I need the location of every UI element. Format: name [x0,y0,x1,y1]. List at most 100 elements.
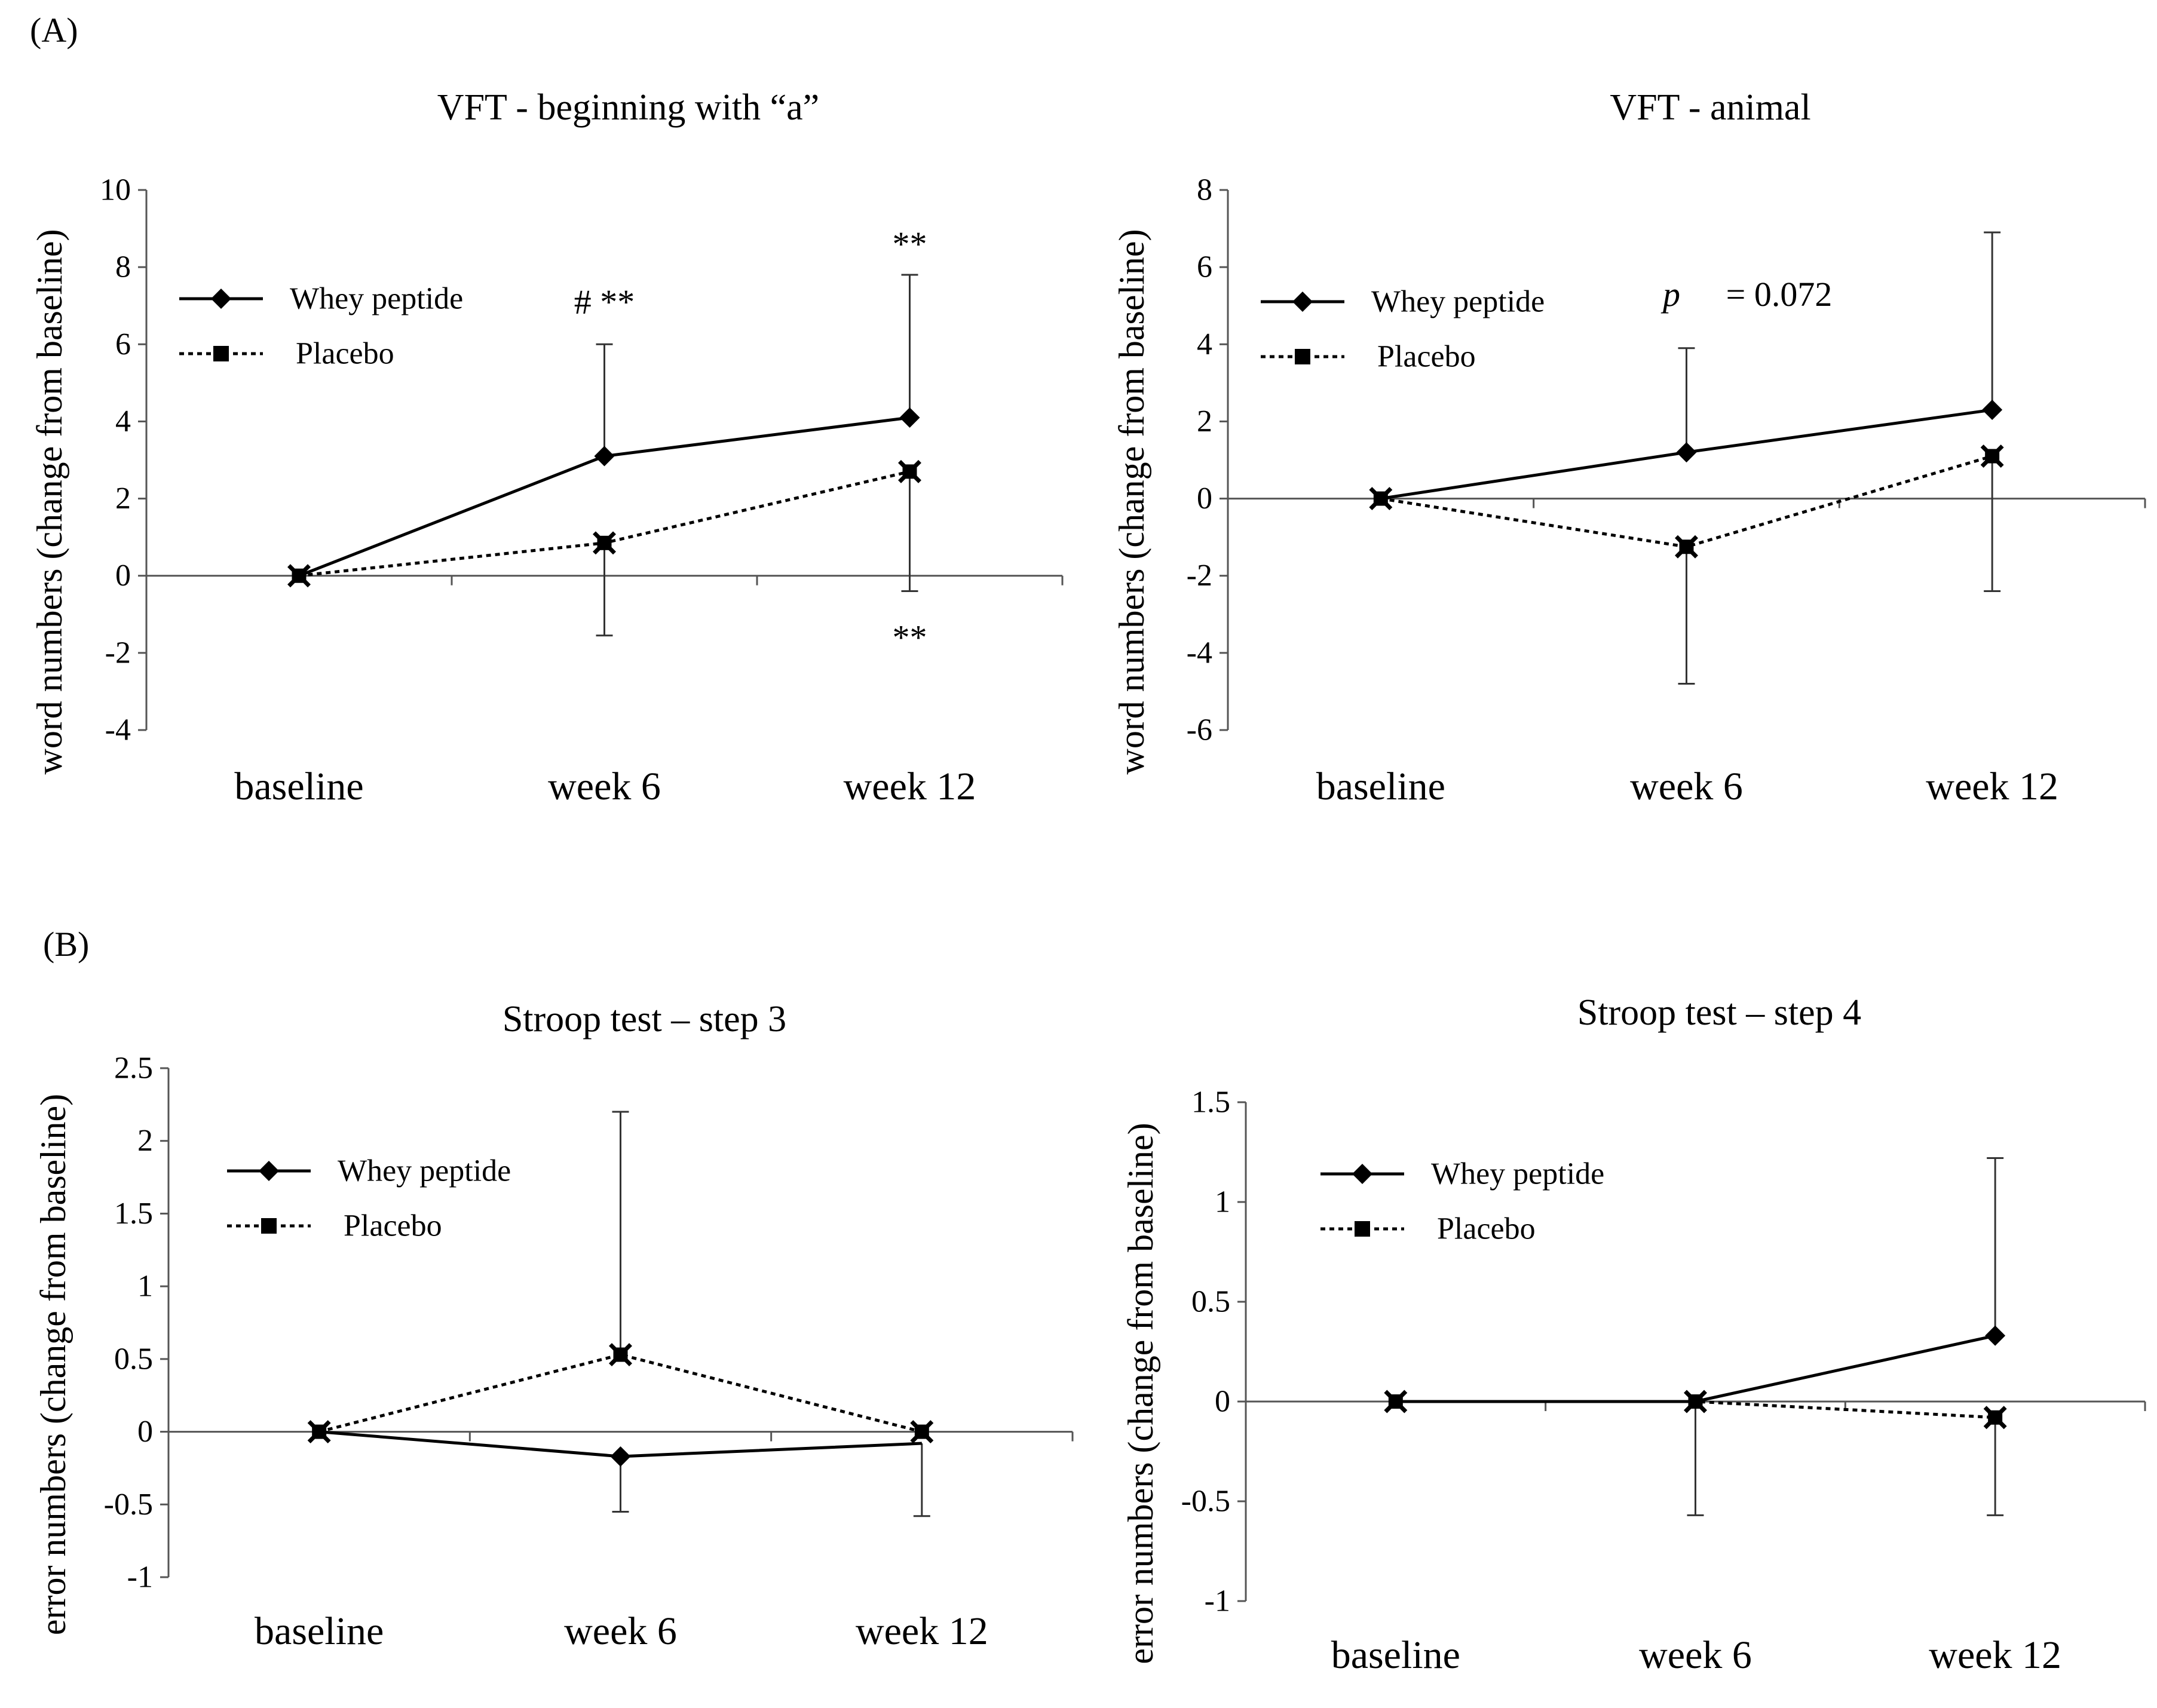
y-tick-label: 2 [1197,404,1212,439]
legend-marker-placebo [213,346,229,361]
legend-label-placebo: Placebo [344,1209,442,1243]
point-placebo [910,1420,934,1444]
point-placebo [1675,535,1698,559]
y-tick-label: 0.5 [1191,1285,1230,1319]
point-placebo [1369,487,1393,511]
y-tick-label: 2 [137,1124,153,1158]
point-placebo [287,564,311,588]
point-placebo [1983,1406,2007,1430]
category-label: baseline [1316,765,1445,808]
category-label: week 12 [1929,1633,2061,1677]
point-placebo-cross-b [609,1343,632,1367]
legend-label-whey: Whey peptide [290,282,463,316]
legend-label-whey: Whey peptide [1431,1157,1604,1191]
point-placebo-cross-b [1980,444,2004,468]
legend-label-whey: Whey peptide [1371,285,1545,319]
y-tick-label: -2 [1187,559,1212,593]
point-placebo [307,1420,331,1444]
category-label: baseline [1331,1633,1460,1677]
point-whey [1985,1325,2006,1346]
y-tick-label: 1 [1215,1185,1230,1219]
significance-annotation: ** [893,225,927,263]
y-tick-label: 4 [115,404,131,439]
y-tick-label: 0.5 [114,1342,153,1376]
legend-marker-placebo [261,1218,277,1234]
chart-vft-animal: VFT - animal word numbers (change from ba… [1112,87,2146,808]
point-whey [594,446,615,467]
point-placebo [593,531,616,555]
y-tick-label: 8 [115,250,131,284]
category-label: week 6 [1639,1633,1752,1677]
y-tick-label: 1.5 [114,1197,153,1231]
legend-marker-placebo [1295,349,1310,364]
legend-marker-whey [1352,1164,1372,1184]
y-tick-label: 6 [115,327,131,361]
chart-stroop-step3: Stroop test – step 3 error numbers (chang… [33,999,1074,1653]
legend-marker-whey [1292,292,1313,312]
y-tick-label: 1 [137,1269,153,1304]
point-placebo-cross-b [287,564,311,588]
point-whey [1982,400,2003,421]
point-placebo [1384,1390,1408,1413]
category-label: baseline [234,765,363,808]
y-tick-label: 0 [1197,482,1212,516]
y-tick-label: 0 [115,559,131,593]
legend: Whey peptide Placebo [1320,1157,1604,1246]
panel-a-label: (A) [30,11,78,50]
legend-marker-whey [259,1161,279,1181]
category-label: baseline [255,1609,384,1653]
chart-vft-a: VFT - beginning with “a” word numbers (ch… [30,87,1064,808]
point-placebo [609,1343,632,1367]
y-tick-label: 8 [1197,173,1212,207]
point-placebo-cross-b [1983,1406,2007,1430]
y-tick-label: 4 [1197,327,1212,361]
legend-label-whey: Whey peptide [338,1154,511,1188]
legend-marker-placebo [1355,1221,1370,1237]
y-tick-label: -4 [105,713,131,747]
y-tick-label: 10 [100,173,131,207]
category-label: week 6 [548,765,661,808]
y-tick-label: -1 [1205,1584,1230,1618]
point-placebo-cross-b [1675,535,1698,559]
legend-label-placebo: Placebo [296,337,394,371]
chart-stroop-step4: Stroop test – step 4 error numbers (chang… [1121,992,2146,1677]
significance-annotation: ** [893,618,927,657]
y-axis-label: word numbers (change from baseline) [1112,229,1151,774]
point-placebo-cross-b [307,1420,331,1444]
y-tick-label: -6 [1187,713,1212,747]
category-label: week 12 [856,1609,988,1653]
y-axis-label: word numbers (change from baseline) [30,229,69,774]
chart-title: VFT - beginning with “a” [437,87,819,128]
point-whey [1676,442,1697,463]
point-placebo-cross-b [593,531,616,555]
category-label: week 6 [1630,765,1743,808]
significance-annotation: = 0.072 [1726,275,1833,314]
y-tick-label: -1 [127,1560,153,1594]
panel-b-label: (B) [43,925,89,964]
y-tick-label: 2 [115,482,131,516]
legend-label-placebo: Placebo [1377,340,1476,374]
point-placebo [898,459,921,483]
category-label: week 6 [564,1609,677,1653]
point-whey [610,1446,631,1467]
significance-annotation: # ** [574,283,635,321]
legend: Whey peptide Placebo [227,1154,511,1243]
chart-title: Stroop test – step 4 [1577,992,1861,1033]
y-tick-label: 0 [137,1415,153,1449]
point-placebo [1980,444,2004,468]
legend-marker-whey [211,289,231,309]
y-tick-label: 0 [1215,1385,1230,1419]
point-placebo-cross-b [1369,487,1393,511]
point-whey [899,407,920,428]
y-tick-label: 2.5 [114,1051,153,1085]
point-placebo-cross-b [910,1420,934,1444]
chart-title: VFT - animal [1610,87,1810,128]
point-placebo [1684,1390,1707,1413]
y-tick-label: -0.5 [1181,1485,1230,1519]
y-tick-label: 6 [1197,250,1212,284]
legend: Whey peptide Placebo [1261,285,1545,374]
point-placebo-cross-b [898,459,921,483]
category-label: week 12 [844,765,976,808]
